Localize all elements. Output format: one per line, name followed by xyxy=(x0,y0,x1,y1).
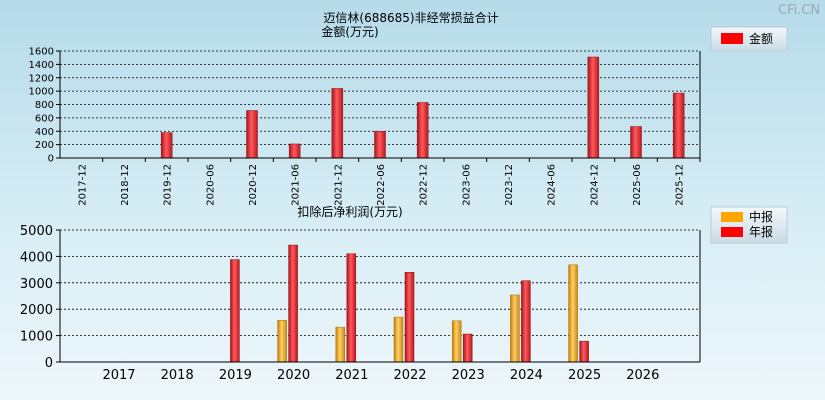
chart1-x-tick-label: 2025-12 xyxy=(675,164,686,206)
chart1-bar xyxy=(672,92,685,159)
chart2-x-tick-label: 2024 xyxy=(510,368,543,383)
chart1-x-tick-label: 2025-06 xyxy=(632,164,643,206)
chart1-bar xyxy=(374,131,386,159)
chart1-bar xyxy=(630,126,642,159)
chart1-y-tick-label: 600 xyxy=(35,113,54,124)
chart2-y-tick-label: 4000 xyxy=(20,250,53,265)
chart1-x-tick-label: 2021-06 xyxy=(291,164,302,206)
chart1-x-tick-label: 2022-06 xyxy=(376,164,387,206)
chart2-bar-interim xyxy=(393,316,404,363)
chart2-bar-annual xyxy=(579,340,589,363)
chart1-bar xyxy=(246,110,258,159)
chart1-bar xyxy=(331,88,344,159)
chart2-bar-annual xyxy=(230,259,240,363)
chart2-legend-label-annual: 年报 xyxy=(749,224,773,239)
chart1-subtitle: 金额(万元) xyxy=(321,24,378,39)
chart1-x-tick-label: 2023-06 xyxy=(461,164,472,206)
chart2-bar-annual xyxy=(346,253,357,363)
chart1-legend-label: 金额 xyxy=(749,31,773,46)
chart2-y-tick-label: 5000 xyxy=(20,224,53,239)
chart1-bar xyxy=(416,102,429,159)
chart1-y-tick-label: 1600 xyxy=(29,47,54,58)
chart2-y-tick-label: 1000 xyxy=(20,330,53,345)
chart2-legend-swatch-interim xyxy=(721,212,743,222)
chart1-x-ticks: 2017-12 2018-12 2019-12 2020-06 2020-12 2021-… xyxy=(77,158,701,206)
chart2-x-tick-label: 2021 xyxy=(335,368,368,383)
chart2-x-tick-label: 2022 xyxy=(393,368,426,383)
chart2-y-tick-label: 2000 xyxy=(20,303,53,318)
chart2-bar-annual xyxy=(521,280,531,363)
chart2-x-ticks: 2017 2018 2019 2020 2021 2022 2023 2024 2025 2026 xyxy=(102,368,659,383)
chart1-bar xyxy=(160,132,173,159)
chart2-gridlines xyxy=(60,229,700,337)
chart2-x-tick-label: 2018 xyxy=(161,368,194,383)
chart1-y-tick-label: 1000 xyxy=(29,87,54,98)
chart2-bar-interim xyxy=(451,320,462,363)
chart1-y-tick-label: 0 xyxy=(48,154,54,165)
chart1-x-tick-label: 2021-12 xyxy=(333,164,344,206)
chart2-bar-interim xyxy=(510,294,520,363)
chart1-x-tick-label: 2020-06 xyxy=(205,164,216,206)
chart1-y-tick-label: 1200 xyxy=(29,73,54,84)
chart1-x-tick-label: 2023-12 xyxy=(504,164,515,206)
chart1-bars xyxy=(160,56,685,159)
chart2-y-tick-label: 3000 xyxy=(20,277,53,292)
chart2-legend: 中报 年报 xyxy=(710,206,788,244)
chart1-x-tick-label: 2017-12 xyxy=(77,164,88,206)
chart2-y-tick-label: 0 xyxy=(45,356,53,371)
chart2-legend-label-interim: 中报 xyxy=(749,209,773,224)
chart1-legend-swatch xyxy=(721,33,743,44)
chart2-x-tick-label: 2017 xyxy=(102,368,135,383)
chart1-title: 迈信林(688685)非经常损益合计 xyxy=(323,10,498,25)
chart2-bar-interim xyxy=(277,320,287,363)
chart1: 迈信林(688685)非经常损益合计 金额(万元) 0 200 400 600 800 1… xyxy=(29,10,788,206)
chart1-x-tick-label: 2019-12 xyxy=(163,164,174,206)
chart1-y-tick-label: 1400 xyxy=(29,60,54,71)
chart1-y-ticks: 0 200 400 600 800 1000 1200 1400 1600 xyxy=(29,47,60,165)
chart1-bar xyxy=(288,143,301,159)
chart2-bars xyxy=(230,244,589,363)
chart1-y-tick-label: 400 xyxy=(35,127,54,138)
chart1-x-tick-label: 2018-12 xyxy=(120,164,131,206)
chart1-y-tick-label: 800 xyxy=(35,100,54,111)
chart2-x-tick-label: 2020 xyxy=(277,368,310,383)
chart2-x-tick-label: 2023 xyxy=(452,368,485,383)
chart1-gridlines xyxy=(60,50,700,146)
chart1-x-tick-label: 2022-12 xyxy=(419,164,430,206)
chart1-x-tick-label: 2020-12 xyxy=(248,164,259,206)
chart2-x-tick-label: 2026 xyxy=(626,368,659,383)
chart2-bar-annual xyxy=(404,271,415,363)
chart2-bar-interim xyxy=(568,264,578,363)
chart2-x-tick-label: 2019 xyxy=(219,368,252,383)
chart2-title: 扣除后净利润(万元) xyxy=(297,204,402,219)
chart2-y-ticks: 0 1000 2000 3000 4000 5000 xyxy=(20,224,60,371)
chart2-x-tick-label: 2025 xyxy=(568,368,601,383)
chart1-legend: 金额 xyxy=(710,26,788,52)
chart1-x-tick-label: 2024-12 xyxy=(589,164,600,206)
chart2-bar-annual xyxy=(288,244,298,363)
chart1-x-tick-label: 2024-06 xyxy=(547,164,558,206)
chart2-bar-annual xyxy=(462,333,473,363)
chart1-y-tick-label: 200 xyxy=(35,140,54,151)
chart2-bar-interim xyxy=(335,326,346,363)
watermark: CFi.CN xyxy=(778,3,820,18)
chart2-legend-swatch-annual xyxy=(721,227,743,237)
chart1-bar xyxy=(587,56,600,159)
